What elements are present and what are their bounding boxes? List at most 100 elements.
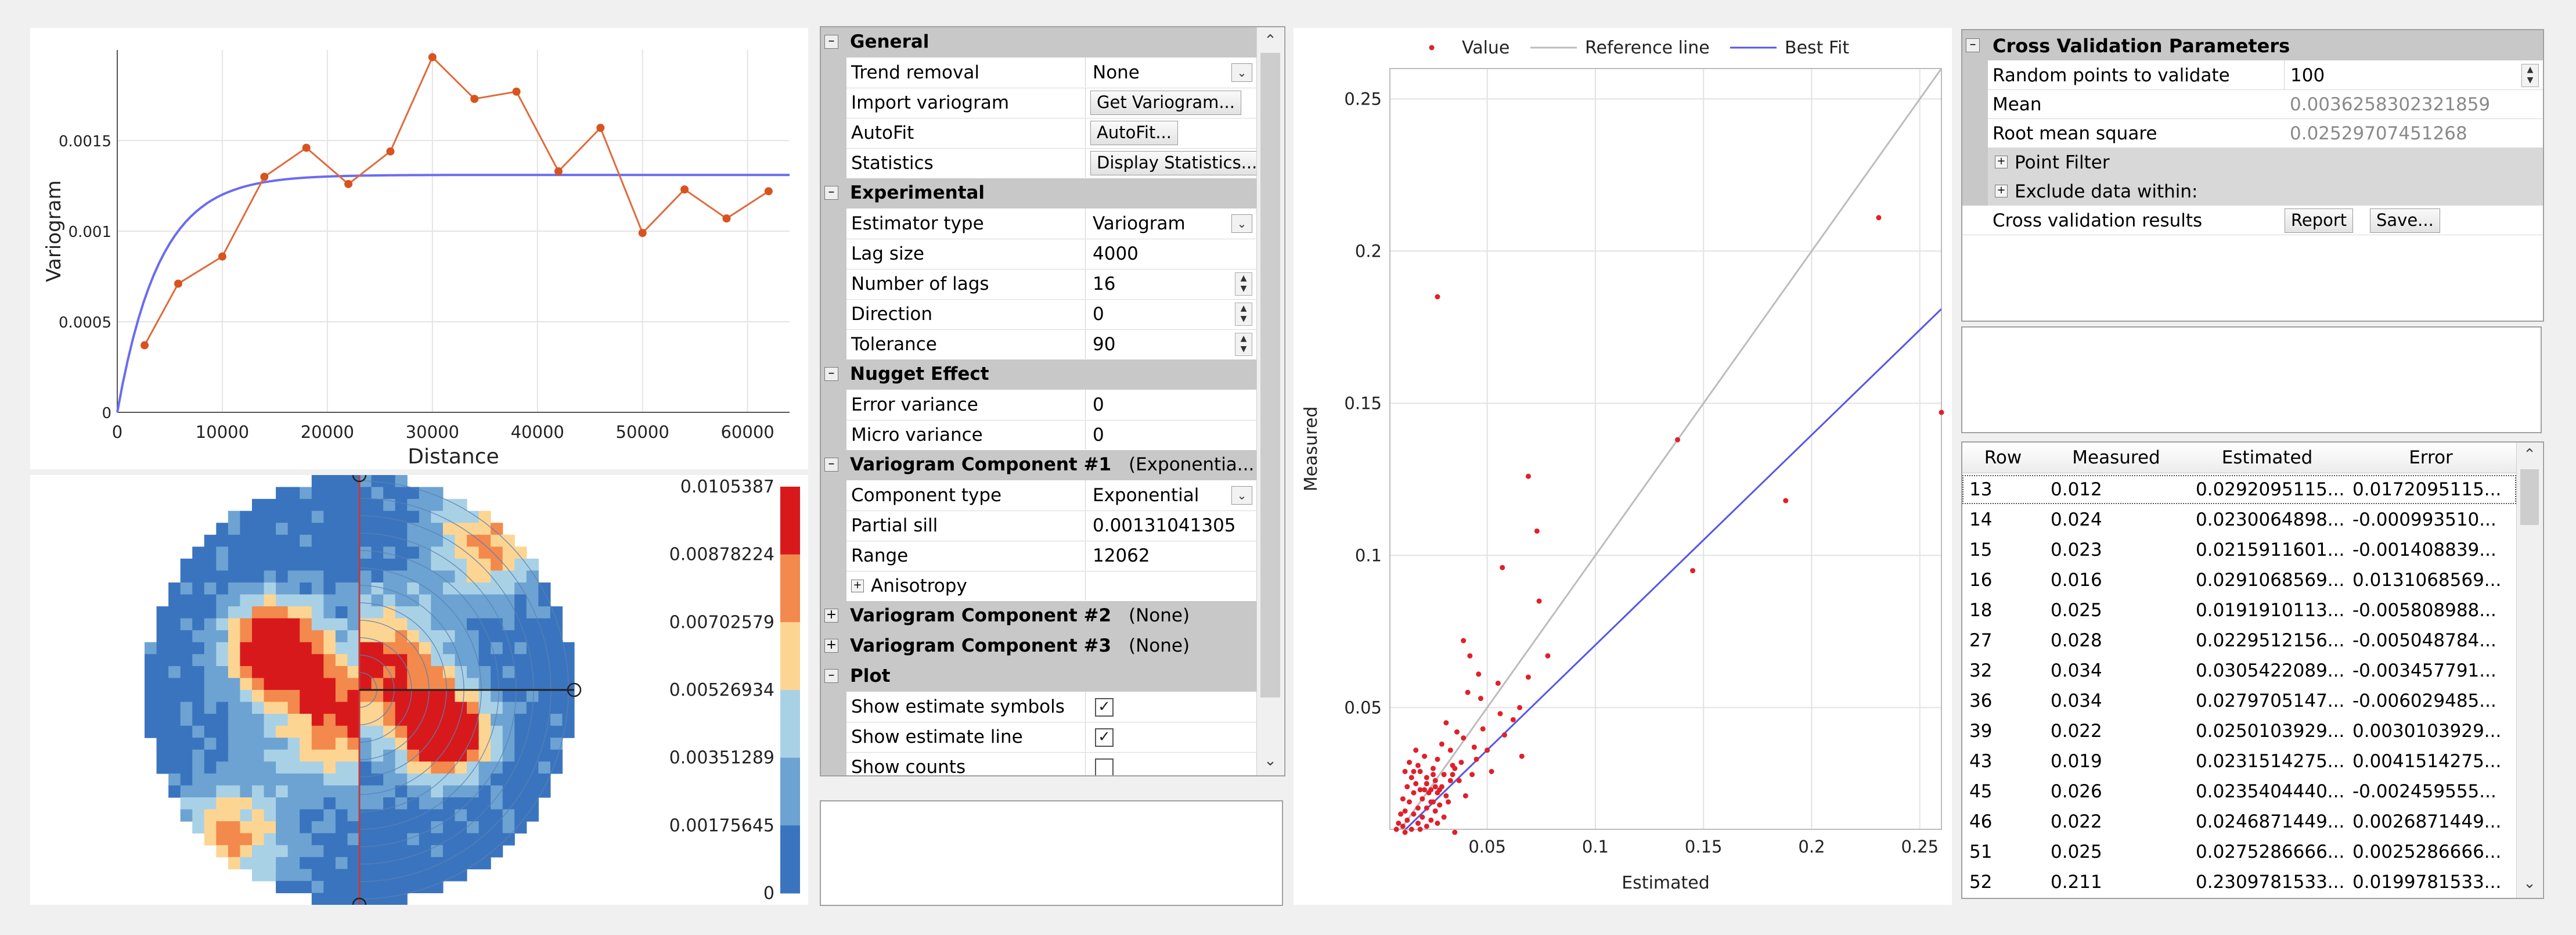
table-row[interactable]: 45 0.026 0.0235404440... -0.002459555... — [1962, 777, 2516, 806]
save-button[interactable]: Save... — [2370, 208, 2440, 233]
category-row[interactable]: – General — [821, 27, 1256, 57]
property-row[interactable]: Import variogram Get Variogram... — [821, 88, 1256, 118]
property-button[interactable]: Get Variogram... — [1090, 91, 1241, 115]
column-header[interactable]: Row — [1962, 443, 2044, 473]
scroll-up-arrow-icon[interactable]: ⌃ — [1264, 32, 1277, 49]
expand-point-filter-icon[interactable]: + — [1995, 156, 2008, 168]
property-value-cell[interactable]: 4000 — [1085, 239, 1257, 268]
category-row[interactable]: – Variogram Component #1 (Exponentia... — [821, 450, 1256, 480]
property-row[interactable]: Range 12062 — [821, 541, 1256, 571]
property-value-cell[interactable]: ✓ — [1085, 692, 1257, 721]
property-value-cell[interactable]: 12062 — [1085, 541, 1257, 570]
property-row[interactable]: Error variance 0 — [821, 390, 1256, 420]
property-value-cell[interactable]: Get Variogram... — [1085, 88, 1257, 117]
expand-icon[interactable]: + — [824, 609, 838, 623]
category-row[interactable]: + Variogram Component #3 (None) — [821, 631, 1256, 661]
property-row[interactable]: Micro variance 0 — [821, 420, 1256, 451]
property-grid[interactable]: – General Trend removal None ⌄ Import variogr… — [820, 26, 1285, 776]
table-row[interactable]: 39 0.022 0.0250103929... 0.0030103929... — [1962, 717, 2516, 746]
checkbox-checked[interactable]: ✓ — [1095, 728, 1114, 747]
table-row[interactable]: 32 0.034 0.0305422089... -0.003457791... — [1962, 656, 2516, 685]
property-row[interactable]: Estimator type Variogram ⌄ — [821, 208, 1256, 239]
table-scroll-down-icon[interactable]: ⌄ — [2523, 875, 2536, 892]
property-row[interactable]: + Anisotropy — [821, 571, 1256, 602]
report-button[interactable]: Report — [2285, 208, 2354, 233]
property-value-cell[interactable]: 0.00131041305 — [1085, 510, 1257, 540]
property-value-cell[interactable]: ✓ — [1085, 722, 1257, 751]
category-row[interactable]: – Nugget Effect — [821, 359, 1256, 390]
collapse-icon[interactable]: – — [824, 35, 838, 49]
property-value-cell[interactable]: Variogram ⌄ — [1085, 208, 1257, 238]
property-grid-scrollbar[interactable]: ⌃ ⌄ — [1256, 27, 1284, 775]
collapse-icon[interactable]: – — [824, 669, 838, 683]
expand-exclude-icon[interactable]: + — [1995, 185, 2008, 197]
chevron-down-icon[interactable]: ⌄ — [1231, 486, 1252, 505]
property-row[interactable]: Show estimate line ✓ — [821, 722, 1256, 753]
property-row[interactable]: Component type Exponential ⌄ — [821, 480, 1256, 511]
variogram-surface-map[interactable]: 0.0105387 0.00878224 0.00702579 0.00526934 0… — [30, 468, 808, 912]
property-value-cell[interactable]: 0 ▲ ▼ — [1085, 299, 1257, 329]
category-row[interactable]: + Variogram Component #2 (None) — [821, 601, 1256, 631]
property-value-cell[interactable]: 16 ▲ ▼ — [1085, 269, 1257, 299]
cross-validation-results-table[interactable]: Row Measured Estimated Error 13 0.012 0.02920… — [1961, 441, 2544, 899]
property-button[interactable]: AutoFit... — [1090, 121, 1178, 145]
table-row[interactable]: 36 0.034 0.0279705147... -0.006029485... — [1962, 686, 2516, 715]
table-row[interactable]: 46 0.022 0.0246871449... 0.0026871449... — [1962, 807, 2516, 836]
table-row[interactable]: 18 0.025 0.0191910113... -0.005808988... — [1962, 596, 2516, 625]
cv-row-point-filter[interactable]: + Point Filter — [1988, 148, 2543, 177]
property-row[interactable]: Tolerance 90 ▲ ▼ — [821, 329, 1256, 360]
expand-icon[interactable]: + — [824, 639, 838, 653]
property-row[interactable]: Trend removal None ⌄ — [821, 57, 1256, 88]
column-header[interactable]: Error — [2346, 443, 2517, 473]
checkbox-unchecked[interactable] — [1095, 758, 1114, 775]
table-row[interactable]: 27 0.028 0.0229512156... -0.005048784... — [1962, 626, 2516, 655]
property-row[interactable]: Lag size 4000 — [821, 239, 1256, 269]
random-points-field[interactable]: 100 ▲ ▼ — [2284, 60, 2543, 89]
property-row[interactable]: Show counts — [821, 752, 1257, 775]
table-row[interactable]: 16 0.016 0.0291068569... 0.0131068569... — [1962, 566, 2516, 595]
property-value-cell[interactable]: None ⌄ — [1085, 57, 1257, 87]
table-row[interactable]: 52 0.211 0.2309781533... 0.0199781533... — [1962, 868, 2516, 897]
property-button[interactable]: Display Statistics... — [1090, 151, 1264, 175]
category-row[interactable]: – Experimental — [821, 178, 1256, 208]
property-value-cell[interactable]: Display Statistics... — [1085, 148, 1264, 178]
property-row[interactable]: Partial sill 0.00131041305 — [821, 510, 1256, 541]
property-value-cell[interactable]: 0 — [1085, 420, 1257, 449]
spinner-icon[interactable]: ▲ ▼ — [1235, 333, 1252, 356]
collapse-icon[interactable]: – — [1966, 38, 1980, 52]
property-value-cell[interactable]: 90 ▲ ▼ — [1085, 329, 1257, 359]
collapse-icon[interactable]: – — [824, 367, 838, 381]
table-row[interactable]: 14 0.024 0.0230064898... -0.000993510... — [1962, 505, 2516, 534]
drag-handle[interactable] — [567, 682, 582, 697]
spinner-icon[interactable]: ▲ ▼ — [1235, 272, 1252, 296]
property-row[interactable]: Number of lags 16 ▲ ▼ — [821, 269, 1256, 300]
collapse-icon[interactable]: – — [824, 458, 838, 472]
column-header[interactable]: Measured — [2044, 443, 2189, 473]
table-scroll-up-icon[interactable]: ⌃ — [2523, 446, 2536, 463]
table-scrollbar-thumb[interactable] — [2520, 469, 2539, 525]
random-points-spinner[interactable]: ▲ ▼ — [2521, 64, 2539, 87]
property-row[interactable]: AutoFit AutoFit... — [821, 118, 1256, 149]
property-value-cell[interactable]: AutoFit... — [1085, 118, 1257, 148]
property-value-cell[interactable] — [1085, 752, 1257, 775]
cv-row-exclude[interactable]: + Exclude data within: — [1988, 177, 2543, 206]
property-value-cell[interactable]: 0 — [1085, 390, 1257, 419]
table-row[interactable]: 15 0.023 0.0215911601... -0.001408839... — [1962, 535, 2516, 564]
table-row[interactable]: 13 0.012 0.0292095115... 0.0172095115... — [1962, 475, 2516, 504]
expand-anisotropy-icon[interactable]: + — [851, 580, 864, 592]
chevron-down-icon[interactable]: ⌄ — [1231, 214, 1252, 233]
collapse-icon[interactable]: – — [824, 186, 838, 200]
table-row[interactable]: 51 0.025 0.0275286666... 0.0025286666... — [1962, 837, 2516, 866]
spinner-icon[interactable]: ▲ ▼ — [1235, 303, 1252, 326]
scroll-down-arrow-icon[interactable]: ⌄ — [1264, 752, 1277, 769]
property-value-cell[interactable]: Exponential ⌄ — [1085, 480, 1257, 510]
property-row[interactable]: Direction 0 ▲ ▼ — [821, 299, 1256, 330]
property-row[interactable]: Show estimate symbols ✓ — [821, 692, 1256, 722]
chevron-down-icon[interactable]: ⌄ — [1231, 63, 1252, 82]
category-row[interactable]: – Plot — [821, 661, 1256, 692]
table-row[interactable]: 43 0.019 0.0231514275... 0.0041514275... — [1962, 747, 2516, 776]
checkbox-checked[interactable]: ✓ — [1095, 698, 1114, 717]
column-header[interactable]: Estimated — [2189, 443, 2346, 473]
property-row[interactable]: Statistics Display Statistics... — [821, 148, 1264, 179]
scrollbar-thumb[interactable] — [1260, 53, 1280, 697]
